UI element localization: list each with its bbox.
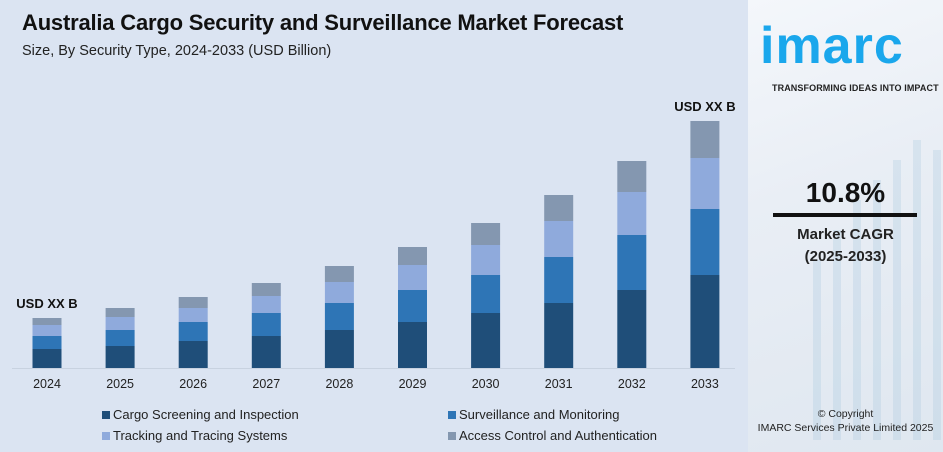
chart-title: Australia Cargo Security and Surveillanc… — [22, 10, 624, 35]
stacked-bar-chart: 2024 USD XX B 2025 2026 2027 2028 2029 2030 2031… — [12, 99, 736, 391]
bar-segment-2031-1 — [544, 257, 574, 303]
bar-segment-2024-1 — [32, 336, 62, 349]
bar-segment-2025-2 — [105, 317, 135, 330]
x-tick-label: 2026 — [179, 377, 207, 391]
bar-segment-2026-3 — [178, 297, 208, 308]
value-annotation: USD XX B — [16, 296, 77, 311]
bar-segment-2031-2 — [544, 221, 574, 257]
chart-panel: Australia Cargo Security and Surveillanc… — [12, 10, 736, 443]
bar-segment-2028-1 — [324, 303, 354, 330]
x-tick-label: 2032 — [618, 377, 646, 391]
x-tick-label: 2025 — [106, 377, 134, 391]
copyright-company: IMARC Services Private Limited 2025 — [757, 422, 934, 434]
bar-segment-2025-3 — [105, 308, 135, 317]
bar-segment-2024-0 — [32, 349, 62, 368]
bar-segment-2028-2 — [324, 282, 354, 303]
bar-segment-2033-0 — [690, 275, 720, 368]
background-decoration — [813, 140, 941, 440]
x-tick-label: 2027 — [252, 377, 280, 391]
cagr-divider — [773, 213, 917, 217]
legend-label: Access Control and Authentication — [459, 428, 658, 443]
bar-segment-2028-0 — [324, 330, 354, 368]
bar-segment-2026-1 — [178, 322, 208, 341]
value-annotation: USD XX B — [674, 99, 735, 114]
logo-tagline: TRANSFORMING IDEAS INTO IMPACT — [772, 83, 939, 93]
x-tick-label: 2031 — [545, 377, 573, 391]
bar-segment-2024-3 — [32, 318, 62, 325]
x-tick-label: 2028 — [325, 377, 353, 391]
bar-segment-2030-0 — [471, 313, 501, 368]
legend-label: Tracking and Tracing Systems — [113, 428, 288, 443]
side-panel: imarc TRANSFORMING IDEAS INTO IMPACT 10.… — [748, 0, 943, 452]
bar-segment-2026-0 — [178, 341, 208, 368]
copyright-line: © Copyright — [817, 408, 874, 420]
bar-segment-2029-0 — [398, 322, 427, 368]
bar-segment-2027-3 — [251, 283, 281, 296]
bar-segment-2030-1 — [471, 275, 501, 313]
bar-segment-2032-1 — [617, 235, 647, 290]
cagr-period: (2025-2033) — [804, 248, 887, 265]
legend-swatch — [102, 410, 110, 419]
bar-segment-2029-3 — [398, 247, 427, 265]
bar-segment-2027-1 — [251, 313, 281, 336]
bar-segment-2030-2 — [471, 245, 501, 275]
x-tick-label: 2024 — [33, 377, 61, 391]
x-tick-label: 2033 — [691, 377, 719, 391]
bar-segment-2027-2 — [251, 296, 281, 313]
bar-segment-2029-2 — [398, 265, 427, 290]
bar-segment-2025-1 — [105, 330, 135, 346]
bar-segment-2030-3 — [471, 223, 501, 245]
legend-swatch — [102, 431, 110, 440]
cagr-label: Market CAGR — [797, 226, 894, 243]
x-tick-label: 2030 — [472, 377, 500, 391]
bar-segment-2033-1 — [690, 209, 720, 275]
bar-segment-2028-3 — [324, 266, 354, 282]
bar-segment-2026-2 — [178, 308, 208, 322]
bar-segment-2032-2 — [617, 192, 647, 235]
legend-item-access-control: Access Control and Authentication — [448, 428, 657, 443]
legend-item-surveillance: Surveillance and Monitoring — [448, 407, 619, 422]
legend-item-cargo-screening: Cargo Screening and Inspection — [102, 407, 299, 422]
bar-segment-2033-2 — [690, 158, 720, 209]
legend-label: Cargo Screening and Inspection — [113, 407, 299, 422]
bar-segment-2033-3 — [690, 121, 720, 158]
bar-segment-2031-3 — [544, 195, 574, 221]
imarc-logo: imarc TRANSFORMING IDEAS INTO IMPACT — [760, 10, 939, 93]
bar-segment-2032-3 — [617, 161, 647, 192]
bar-segment-2024-2 — [32, 325, 62, 336]
x-tick-label: 2029 — [399, 377, 427, 391]
legend-label: Surveillance and Monitoring — [459, 407, 620, 422]
legend-item-tracking: Tracking and Tracing Systems — [102, 428, 287, 443]
bar-segment-2031-0 — [544, 303, 574, 368]
bar-segment-2032-0 — [617, 290, 647, 368]
legend-swatch — [448, 410, 456, 419]
cagr-value: 10.8% — [805, 177, 886, 208]
legend-swatch — [448, 431, 456, 440]
bar-segment-2029-1 — [398, 290, 427, 322]
chart-subtitle: Size, By Security Type, 2024-2033 (USD B… — [22, 43, 332, 59]
bar-segment-2025-0 — [105, 346, 135, 368]
logo-text: imarc — [760, 17, 904, 75]
bar-segment-2027-0 — [251, 336, 281, 368]
